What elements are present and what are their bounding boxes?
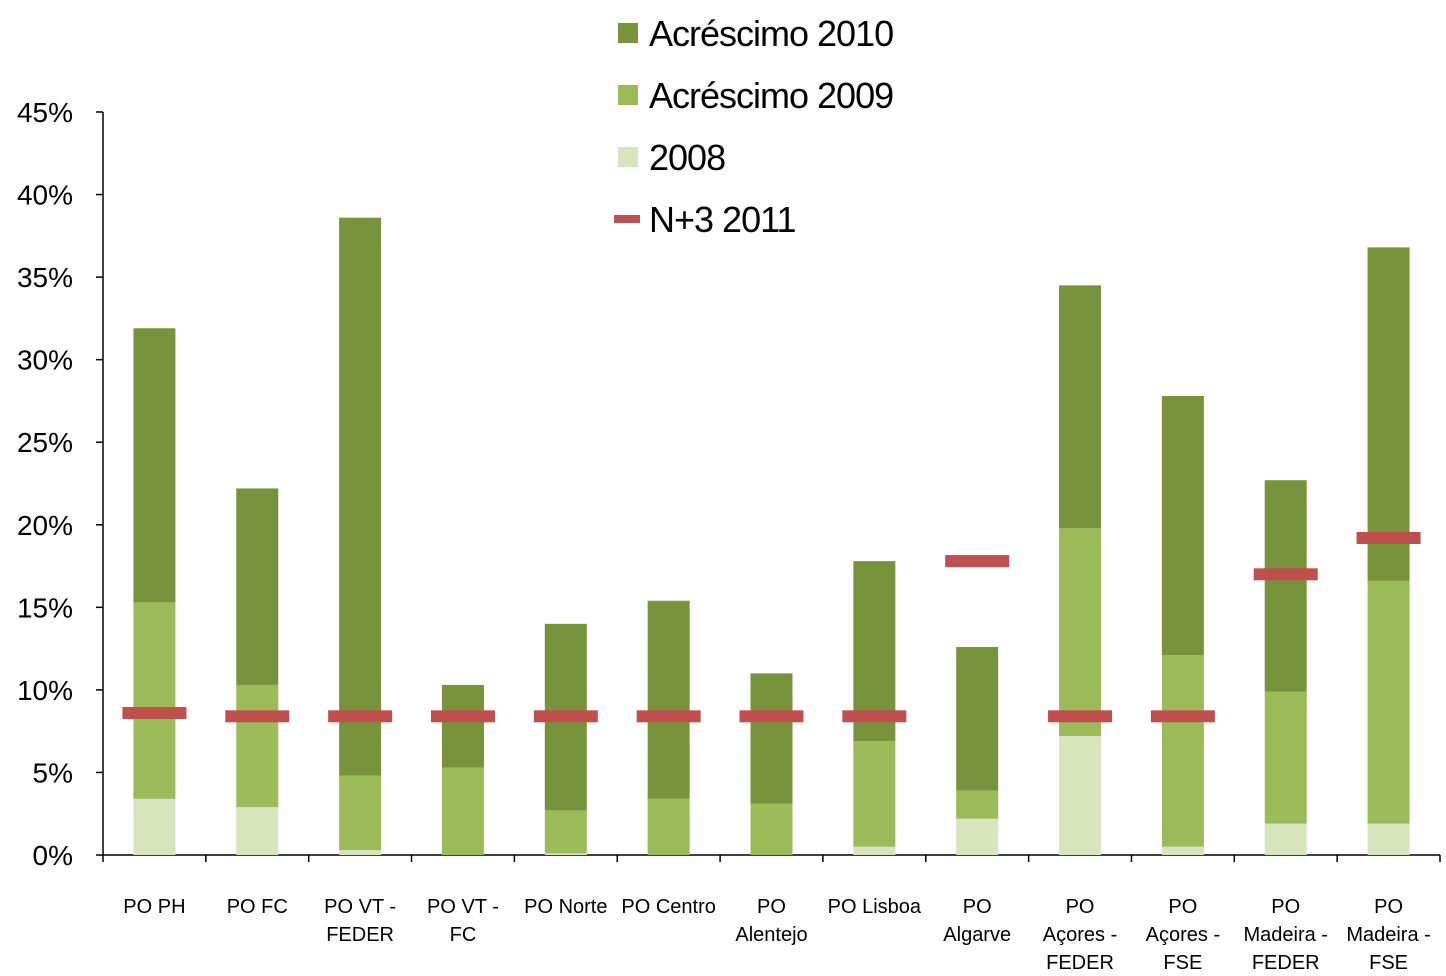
- x-tick-label: PO Centro: [621, 896, 715, 918]
- legend: Acréscimo 2010 Acréscimo 2009 2008 N+3 2011: [614, 13, 894, 240]
- x-tick-label: PO Açores -FEDER: [1043, 896, 1117, 974]
- bar-segment: [1161, 655, 1204, 847]
- n3-marker: [225, 710, 290, 723]
- bar-segment: [1264, 480, 1307, 692]
- y-tick-label: 30%: [17, 345, 73, 376]
- bar-segment: [1264, 823, 1307, 855]
- bar-segment: [1367, 823, 1410, 855]
- n3-marker: [1150, 710, 1215, 723]
- n3-marker: [122, 707, 187, 720]
- n3-marker: [739, 710, 804, 723]
- y-tick-label: 5%: [33, 757, 73, 788]
- y-tick-label: 45%: [17, 97, 73, 128]
- bar-segment: [544, 810, 587, 854]
- y-tick-label: 0%: [33, 840, 73, 871]
- bar-segment: [1161, 395, 1204, 656]
- n3-marker: [328, 710, 393, 723]
- bar-segment: [441, 767, 484, 855]
- x-tick-label: PO PH: [123, 896, 185, 918]
- y-axis: 0% 5% 10% 15% 20% 25% 30% 35% 40% 45%: [17, 97, 104, 871]
- bar-segment: [1367, 580, 1410, 824]
- n3-marker: [945, 555, 1010, 568]
- legend-swatch: [618, 147, 638, 167]
- n3-marker: [533, 710, 598, 723]
- bar-segment: [750, 673, 793, 804]
- n3-markers: [122, 531, 1421, 723]
- bar-segment: [133, 602, 176, 799]
- bar-segment: [853, 741, 896, 847]
- bar-segment: [956, 646, 999, 791]
- bars: [133, 217, 1410, 855]
- bar-segment: [236, 488, 279, 685]
- x-tick-label: PO Alentejo: [735, 896, 807, 946]
- n3-marker: [636, 710, 701, 723]
- n3-marker: [1253, 568, 1318, 581]
- bar-segment: [339, 217, 382, 776]
- bar-segment: [1059, 285, 1102, 529]
- x-tick-label: PO Algarve: [943, 896, 1011, 946]
- bar-segment: [236, 807, 279, 855]
- bar-segment: [1059, 736, 1102, 855]
- y-tick-label: 40%: [17, 180, 73, 211]
- legend-label: N+3 2011: [649, 199, 795, 240]
- x-axis: PO PH PO FC PO VT -FEDER PO VT -FC PO Norte P…: [102, 854, 1441, 974]
- bar-segment: [956, 818, 999, 855]
- bar-segment: [133, 798, 176, 855]
- x-tick-label: PO FC: [227, 896, 288, 918]
- legend-label: Acréscimo 2010: [649, 13, 893, 54]
- legend-swatch: [614, 215, 640, 223]
- n3-marker: [842, 710, 907, 723]
- bar-segment: [339, 775, 382, 851]
- y-tick-label: 20%: [17, 510, 73, 541]
- x-tick-label: PO VT -FEDER: [324, 896, 396, 946]
- n3-marker: [1048, 710, 1113, 723]
- y-tick-label: 15%: [17, 592, 73, 623]
- n3-marker: [1356, 531, 1421, 544]
- y-tick-label: 25%: [17, 427, 73, 458]
- bar-segment: [647, 600, 690, 799]
- legend-swatch: [618, 85, 638, 105]
- bar-segment: [1264, 691, 1307, 824]
- x-tick-label: PO Lisboa: [828, 896, 922, 918]
- x-tick-label: PO Madeira -FSE: [1346, 896, 1430, 974]
- y-tick-label: 10%: [17, 675, 73, 706]
- bar-segment: [1367, 247, 1410, 581]
- legend-label: Acréscimo 2009: [649, 75, 893, 116]
- bar-segment: [853, 846, 896, 855]
- bar-segment: [339, 850, 382, 855]
- bar-segment: [750, 803, 793, 855]
- x-tick-label: PO VT -FC: [427, 896, 499, 946]
- legend-swatch: [618, 23, 638, 43]
- legend-label: 2008: [649, 137, 725, 178]
- bar-segment: [956, 790, 999, 819]
- bar-segment: [1161, 846, 1204, 855]
- bar-segment: [133, 328, 176, 603]
- bar-segment: [544, 853, 587, 855]
- y-tick-label: 35%: [17, 262, 73, 293]
- x-tick-label: PO Açores -FSE: [1146, 896, 1220, 974]
- bar-segment: [1059, 528, 1102, 737]
- bar-segment: [647, 798, 690, 855]
- bar-segment: [236, 684, 279, 808]
- x-tick-label: PO Norte: [524, 896, 607, 918]
- bar-segment: [441, 684, 484, 768]
- x-tick-label: PO Madeira -FEDER: [1243, 896, 1327, 974]
- n3-marker: [430, 710, 495, 723]
